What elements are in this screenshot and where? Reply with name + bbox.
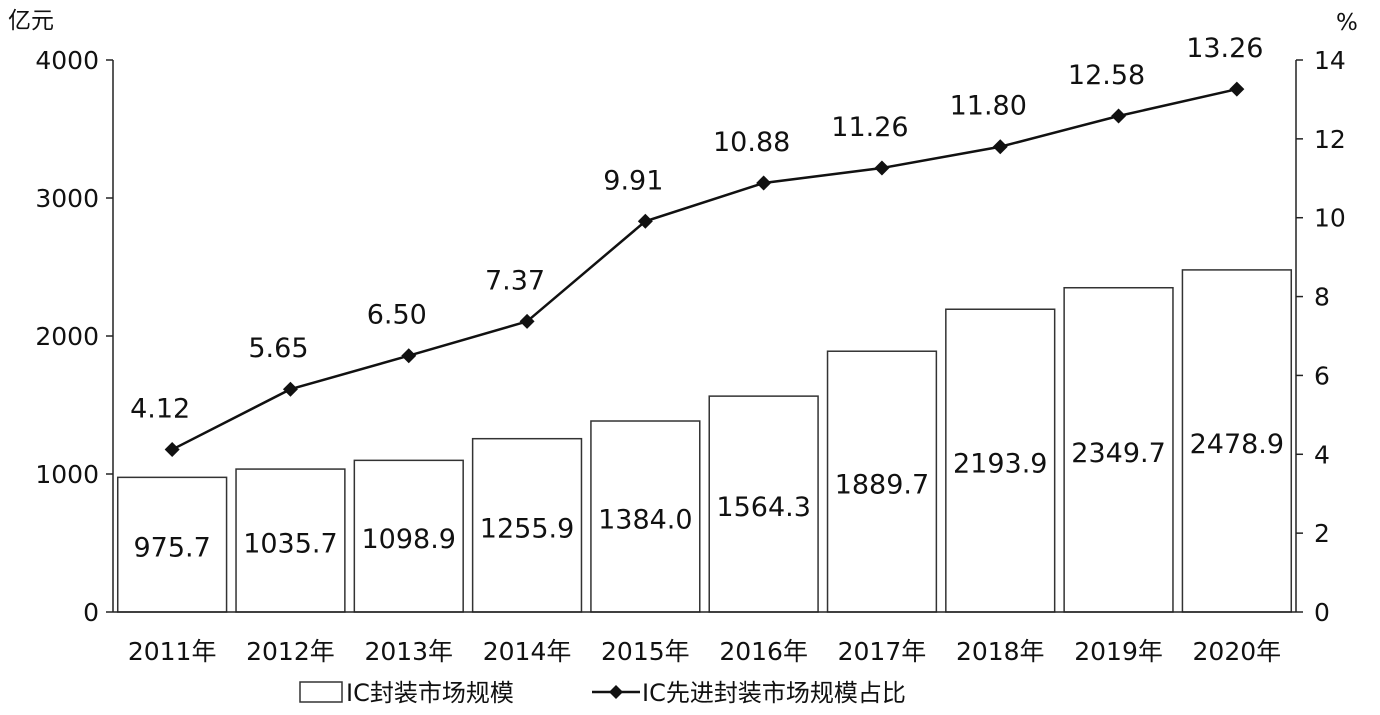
line-point	[992, 139, 1008, 155]
line-value-label: 7.37	[485, 265, 545, 296]
bar-value-label: 1384.0	[598, 505, 692, 536]
bar-value-label: 1564.3	[716, 492, 810, 523]
bar	[590, 420, 701, 613]
left-y-tick-label: 3000	[35, 184, 99, 213]
bar-value-label: 1889.7	[835, 470, 929, 501]
line-value-label: 11.80	[950, 91, 1027, 122]
line-value-label: 4.12	[130, 394, 190, 425]
legend-line-marker	[609, 685, 623, 699]
right-y-tick-label: 6	[1314, 361, 1330, 390]
right-y-tick-label: 2	[1314, 519, 1330, 548]
bar-value-label: 1035.7	[243, 529, 337, 560]
line-value-label: 9.91	[603, 165, 663, 196]
line-value-label: 13.26	[1186, 33, 1263, 64]
line-series-group: 4.12 5.65 6.50 7.37 9.91 10.88 11.26 11.80 12.58…	[130, 33, 1263, 458]
x-category-label: 2020年	[1193, 637, 1282, 666]
x-category-label: 2011年	[128, 637, 217, 666]
x-category-label: 2018年	[956, 637, 1045, 666]
right-y-ticks: 0 2 4 6 8 10 12 14	[1296, 46, 1346, 627]
bar	[116, 476, 228, 613]
x-category-label: 2017年	[838, 637, 927, 666]
bar-value-label: 1098.9	[362, 524, 456, 555]
x-category-label: 2016年	[719, 637, 808, 666]
line-point	[756, 175, 772, 191]
bars-group: 975.7 1035.7 1098.9 1255.9 1384.0 1564.3 1889.…	[116, 269, 1293, 613]
line-point	[401, 348, 417, 364]
left-y-tick-label: 2000	[35, 322, 99, 351]
bar	[708, 395, 819, 613]
bar	[1181, 269, 1293, 613]
legend-bar-label: IC封装市场规模	[346, 679, 514, 707]
right-y-tick-label: 10	[1314, 204, 1346, 233]
line-point	[637, 213, 653, 229]
category-labels: 2011年 2012年 2013年 2014年 2015年 2016年 2017年 2018年…	[128, 637, 1281, 666]
bar	[471, 437, 583, 613]
line-point	[1111, 108, 1127, 124]
right-y-tick-label: 0	[1314, 598, 1330, 627]
bar-value-label: 2478.9	[1190, 429, 1284, 460]
legend-bar-swatch	[299, 681, 343, 703]
x-category-label: 2014年	[483, 637, 572, 666]
right-y-tick-label: 14	[1314, 46, 1346, 75]
right-y-tick-label: 4	[1314, 440, 1330, 469]
right-y-tick-label: 8	[1314, 283, 1330, 312]
right-y-tick-label: 12	[1314, 125, 1346, 154]
line-point	[164, 442, 180, 458]
bar	[235, 468, 346, 613]
left-y-tick-label: 4000	[35, 46, 99, 75]
line-point	[874, 160, 890, 176]
x-category-label: 2015年	[601, 637, 690, 666]
bar-value-label: 2193.9	[953, 449, 1047, 480]
bar	[353, 459, 464, 613]
legend-line-label: IC先进封装市场规模占比	[642, 679, 906, 707]
left-y-ticks: 0 1000 2000 3000 4000	[35, 46, 113, 627]
line-value-label: 10.88	[713, 127, 790, 158]
line-point	[1229, 81, 1245, 97]
line-point	[519, 313, 535, 329]
bar	[945, 308, 1056, 613]
left-y-tick-label: 1000	[35, 460, 99, 489]
bar-value-label: 1255.9	[480, 513, 574, 544]
line-point	[282, 381, 298, 397]
bar-value-label: 2349.7	[1071, 438, 1165, 469]
bar-value-label: 975.7	[134, 533, 211, 564]
line-series-path	[171, 87, 1238, 451]
left-y-unit: 亿元	[8, 8, 54, 34]
left-y-tick-label: 0	[83, 598, 99, 627]
line-value-label: 12.58	[1068, 60, 1145, 91]
x-category-label: 2019年	[1074, 637, 1163, 666]
line-value-label: 11.26	[831, 112, 908, 143]
line-value-label: 5.65	[248, 333, 308, 364]
line-value-label: 6.50	[367, 300, 427, 331]
legend: IC封装市场规模 IC先进封装市场规模占比	[299, 679, 906, 707]
right-y-unit: %	[1336, 10, 1358, 36]
x-category-label: 2013年	[364, 637, 453, 666]
x-category-label: 2012年	[246, 637, 335, 666]
